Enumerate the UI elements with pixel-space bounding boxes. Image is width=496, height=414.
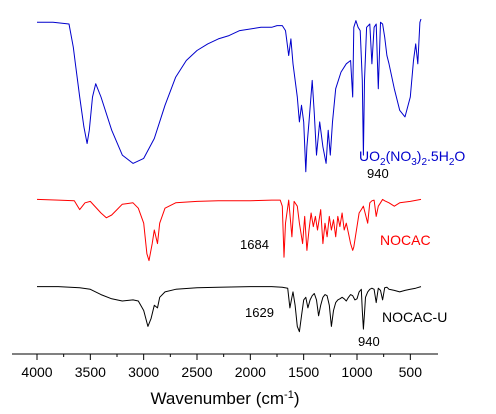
uranyl-label-part-4: O — [454, 148, 465, 164]
x-axis-title-suffix: ) — [294, 389, 300, 408]
series-label-nocac-u: NOCAC-U — [382, 309, 447, 325]
annotation-940-uranyl: 940 — [367, 166, 389, 181]
x-axis-title-superscript: -1 — [284, 389, 294, 401]
uranyl-label-part-1: (NO — [386, 148, 412, 164]
annotation-1629-nocac-u: 1629 — [245, 305, 274, 320]
uranyl-label-part-3: .5H — [427, 148, 449, 164]
series-line-nocac-u — [37, 286, 422, 333]
x-tick-label-2000: 2000 — [235, 364, 266, 380]
uranyl-label-sub-2: 2 — [421, 157, 427, 168]
uranyl-label-part-0: UO — [359, 148, 380, 164]
uranyl-label-part-2: ) — [417, 148, 422, 164]
x-tick-label-2500: 2500 — [181, 364, 212, 380]
plot-area — [36, 18, 422, 333]
uranyl-label-sub-0: 2 — [380, 157, 386, 168]
annotation-1684-nocac: 1684 — [240, 237, 269, 252]
x-axis-title-unit: (cm — [256, 389, 284, 408]
x-tick-label-4000: 4000 — [21, 364, 52, 380]
x-axis-tick-labels: 4000 3500 3000 2500 2000 1500 1000 500 — [21, 364, 422, 380]
x-tick-label-1000: 1000 — [341, 364, 372, 380]
x-tick-label-3000: 3000 — [128, 364, 159, 380]
x-tick-label-3500: 3500 — [75, 364, 106, 380]
uranyl-label-sub-1: 3 — [411, 157, 417, 168]
x-axis-title-main: Wavenumber — [151, 389, 252, 408]
x-tick-label-500: 500 — [399, 364, 423, 380]
annotation-940-nocac-u: 940 — [358, 334, 380, 349]
uranyl-label-sub-3: 2 — [449, 157, 455, 168]
series-line-uo2-no3-2-5h2o — [37, 18, 422, 173]
x-axis-title: Wavenumber (cm-1) — [151, 389, 300, 408]
series-label-uranyl: UO2(NO3)2.5H2O — [359, 148, 465, 168]
series-label-nocac: NOCAC — [380, 232, 431, 248]
series-line-nocac — [36, 198, 422, 262]
x-axis-ticks — [36, 354, 411, 360]
x-tick-label-1500: 1500 — [288, 364, 319, 380]
